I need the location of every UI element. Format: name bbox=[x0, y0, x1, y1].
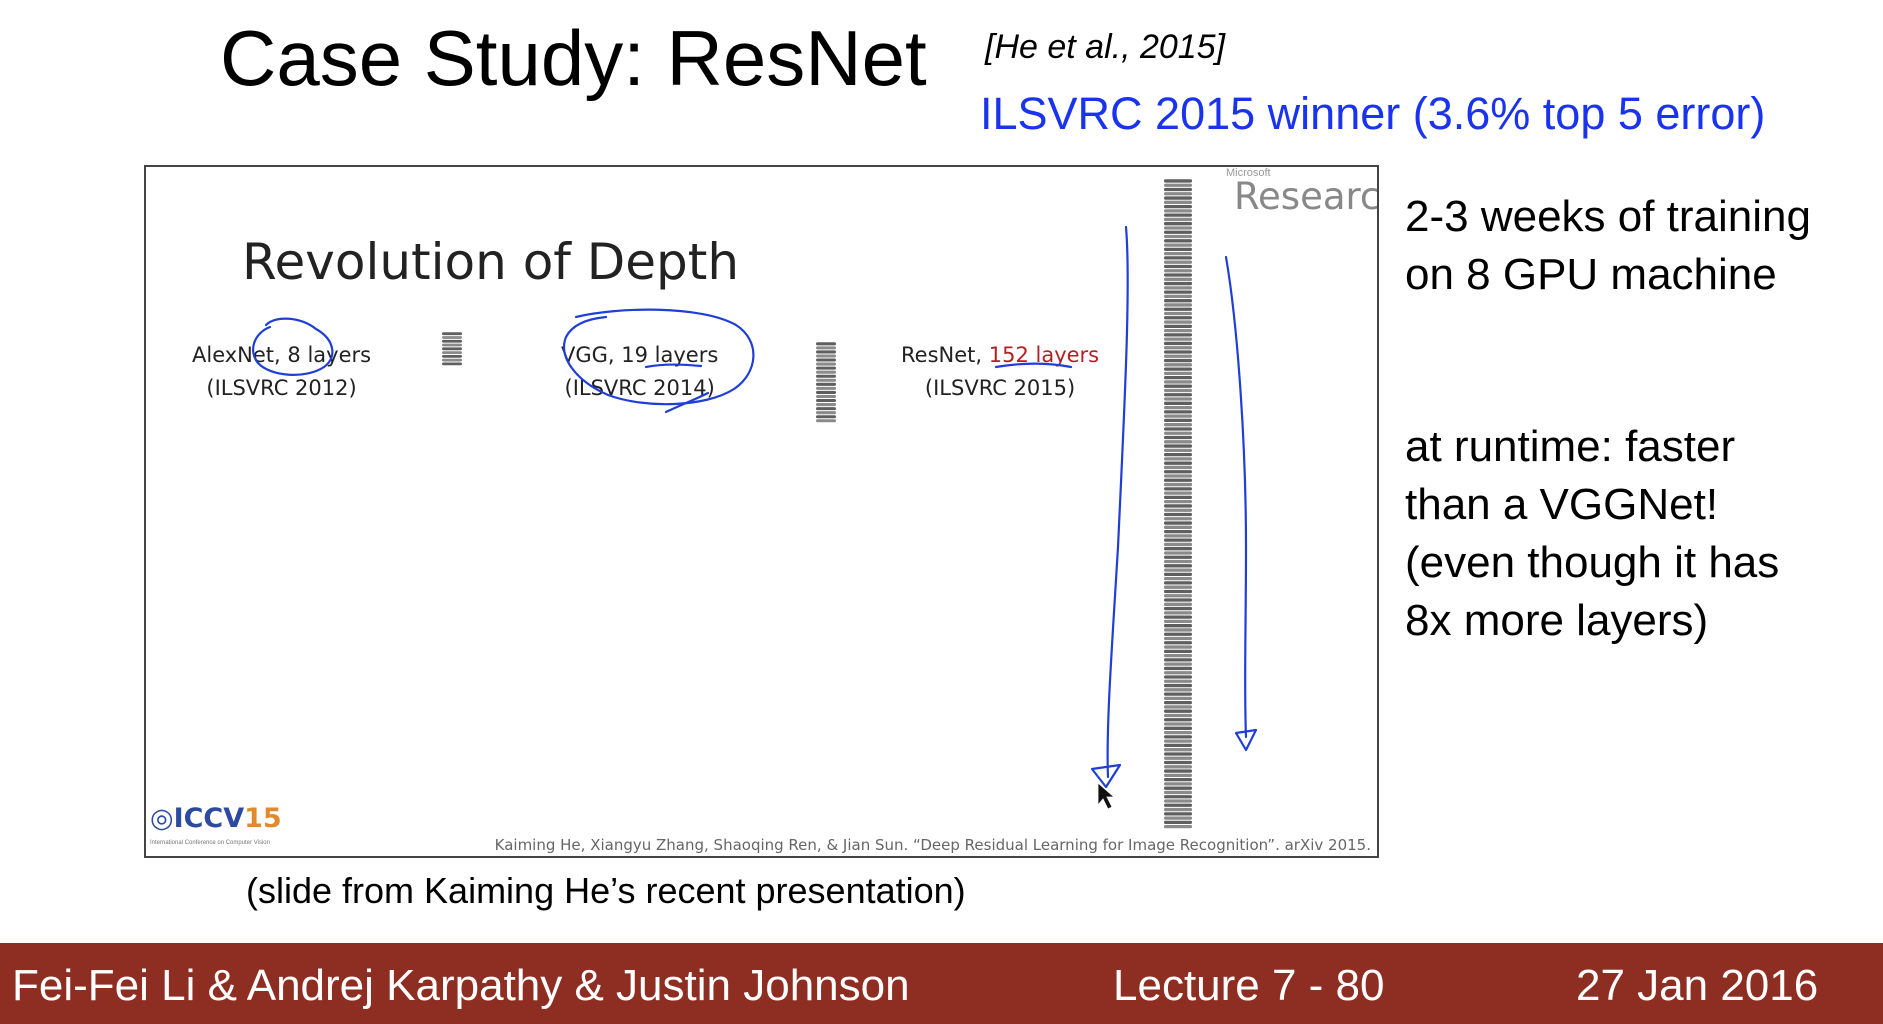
footer-authors: Fei-Fei Li & Andrej Karpathy & Justin Jo… bbox=[12, 961, 910, 1010]
ink-circle-vgg bbox=[563, 308, 755, 406]
ink-arrow-short-head bbox=[1234, 728, 1258, 752]
note-line: at runtime: faster bbox=[1405, 422, 1736, 471]
alexnet-layer-stack bbox=[441, 332, 463, 366]
iccv-logo-year: 15 bbox=[244, 803, 282, 834]
mouse-cursor-icon bbox=[1097, 782, 1116, 810]
revolution-of-depth-heading: Revolution of Depth bbox=[242, 233, 740, 291]
network-name: VGG, bbox=[561, 343, 615, 367]
network-name: ResNet, bbox=[901, 343, 983, 367]
winner-note: ILSVRC 2015 winner (3.6% top 5 error) bbox=[980, 88, 1766, 139]
ink-underline-resnet bbox=[994, 362, 1073, 369]
vgg-label: VGG, 19 layers (ILSVRC 2014) bbox=[561, 339, 718, 404]
iccv-logo-text: ICCV bbox=[173, 803, 245, 834]
layer-count: 19 layers bbox=[621, 343, 719, 367]
network-event: (ILSVRC 2015) bbox=[924, 375, 1076, 400]
iccv15-logo: ◎ICCV15 bbox=[150, 803, 282, 834]
ink-arrow-long-head bbox=[1090, 763, 1122, 789]
ink-arrow-long bbox=[1106, 225, 1129, 779]
resnet-layer-stack bbox=[1163, 179, 1193, 829]
iccv-subtitle: International Conference on Computer Vis… bbox=[150, 840, 270, 846]
note-line: (even though it has bbox=[1405, 538, 1780, 588]
slide-caption: (slide from Kaiming He’s recent presenta… bbox=[246, 870, 966, 911]
handwritten-annotations bbox=[252, 225, 1258, 810]
citation: [He et al., 2015] bbox=[985, 28, 1226, 66]
embedded-slide-image: Microsoft Research Revolution of Depth A… bbox=[144, 165, 1379, 858]
network-event: (ILSVRC 2014) bbox=[564, 375, 715, 400]
ink-underline-vgg bbox=[644, 363, 703, 369]
ink-arrow-short bbox=[1224, 255, 1248, 739]
microsoft-label: Microsoft bbox=[1226, 167, 1271, 179]
note-line: 8x more layers) bbox=[1405, 596, 1709, 646]
note-line: on 8 GPU machine bbox=[1405, 250, 1777, 300]
network-event: (ILSVRC 2012) bbox=[206, 375, 357, 400]
ink-tail-vgg bbox=[664, 391, 710, 414]
vgg-layer-stack bbox=[815, 342, 837, 423]
footer-lecture: Lecture 7 - 80 bbox=[1113, 961, 1385, 1010]
runtime-note: at runtime: faster than a VGGNet! (even … bbox=[1405, 418, 1779, 650]
network-name: AlexNet, bbox=[192, 343, 281, 367]
footer-date: 27 Jan 2016 bbox=[1576, 961, 1819, 1010]
paper-citation: Kaiming He, Xiangyu Zhang, Shaoqing Ren,… bbox=[494, 836, 1371, 854]
note-line: 2-3 weeks of training bbox=[1405, 192, 1811, 241]
slide-title: Case Study: ResNet bbox=[220, 14, 927, 102]
note-line: than a VGGNet! bbox=[1405, 480, 1719, 530]
training-note: 2-3 weeks of training on 8 GPU machine bbox=[1405, 188, 1811, 304]
ink-circle-alexnet bbox=[252, 317, 334, 376]
footer-bar: Fei-Fei Li & Andrej Karpathy & Justin Jo… bbox=[0, 943, 1883, 1024]
research-logo: Research bbox=[1234, 175, 1379, 218]
